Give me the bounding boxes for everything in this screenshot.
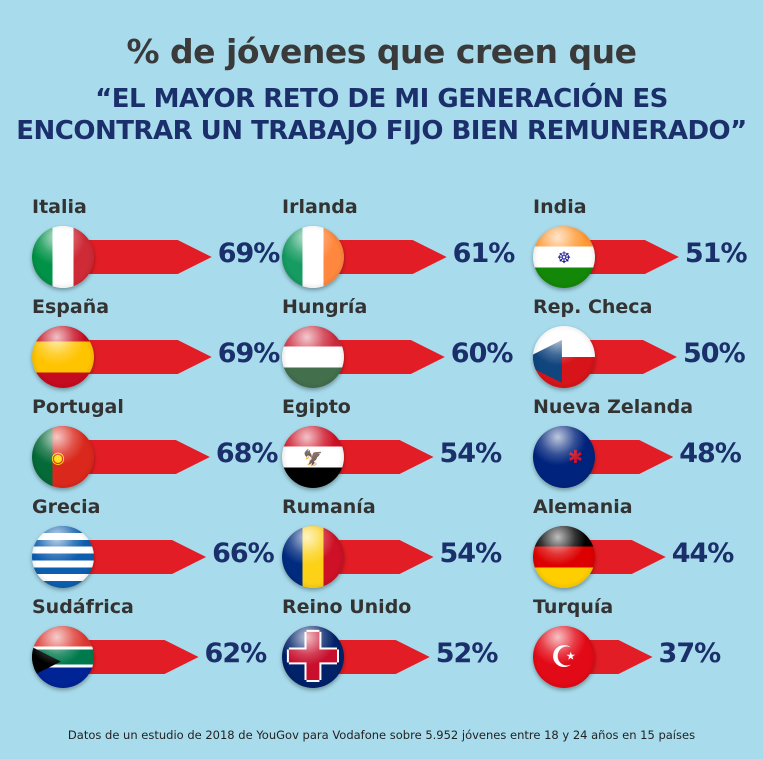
- value-label: 66%: [212, 538, 275, 569]
- flag-emblem-icon: ✚: [285, 626, 341, 688]
- flag-emblem-icon: ▶: [32, 626, 62, 688]
- country-item: Egipto 🦅 54%: [282, 396, 522, 496]
- country-label: Grecia: [32, 496, 101, 518]
- country-label: España: [32, 296, 110, 318]
- value-label: 61%: [452, 238, 516, 269]
- value-label: 52%: [435, 638, 499, 669]
- value-label: 48%: [679, 438, 742, 469]
- flag-icon: [32, 526, 94, 588]
- flag-icon: ✚: [282, 626, 344, 688]
- flag-icon: ☸: [533, 226, 595, 288]
- flag-icon: ☪: [533, 626, 595, 688]
- value-label: 44%: [671, 538, 735, 569]
- flag-icon: [32, 226, 94, 288]
- country-label: Turquía: [533, 596, 614, 618]
- flag-emblem-icon: ✱: [567, 446, 583, 468]
- country-label: Egipto: [282, 396, 351, 418]
- chart-subtitle-line1: “EL MAYOR RETO DE MI GENERACIÓN ES: [95, 84, 668, 114]
- value-label: 60%: [450, 338, 514, 369]
- country-label: Reino Unido: [282, 596, 412, 618]
- country-item: Italia 69%: [32, 196, 280, 296]
- flag-icon: [282, 526, 344, 588]
- flag-emblem-icon: ◀: [533, 326, 563, 388]
- country-item: Irlanda 61%: [282, 196, 522, 296]
- flag-icon: [533, 526, 595, 588]
- country-item: Turquía ☪ 37%: [533, 596, 763, 696]
- country-item: Hungría 60%: [282, 296, 522, 396]
- country-item: Alemania 44%: [533, 496, 763, 596]
- flag-icon: [282, 326, 344, 388]
- value-label: 68%: [215, 438, 279, 469]
- flag-emblem-icon: ☸: [556, 247, 572, 267]
- country-label: Rep. Checa: [533, 296, 653, 318]
- country-label: Alemania: [533, 496, 633, 518]
- country-label: Portugal: [32, 396, 124, 418]
- country-label: India: [533, 196, 587, 218]
- value-label: 51%: [684, 238, 748, 269]
- country-item: Portugal ◉ 68%: [32, 396, 278, 496]
- value-label: 54%: [439, 438, 503, 469]
- flag-emblem-icon: ◉: [51, 447, 65, 467]
- country-label: Sudáfrica: [32, 596, 134, 618]
- flag-icon: ◀: [533, 326, 595, 388]
- country-item: Rumanía 54%: [282, 496, 522, 596]
- country-label: Irlanda: [282, 196, 358, 218]
- flag-icon: ◉: [32, 426, 94, 488]
- country-item: Sudáfrica ▶ 62%: [32, 596, 272, 696]
- country-item: Reino Unido ✚ 52%: [282, 596, 522, 696]
- value-label: 69%: [217, 338, 281, 369]
- flag-emblem-icon: ☪: [550, 639, 578, 675]
- footnote: Datos de un estudio de 2018 de YouGov pa…: [67, 728, 696, 742]
- value-label: 54%: [439, 538, 503, 569]
- chart-subtitle-line2: ENCONTRAR UN TRABAJO FIJO BIEN REMUNERAD…: [16, 116, 747, 146]
- country-label: Hungría: [282, 296, 368, 318]
- value-label: 37%: [658, 638, 722, 669]
- value-label: 69%: [217, 238, 281, 269]
- country-item: Grecia 66%: [32, 496, 275, 596]
- country-item: España 69%: [32, 296, 280, 396]
- country-label: Rumanía: [282, 496, 376, 518]
- country-label: Italia: [32, 196, 87, 218]
- flag-icon: 🦅: [282, 426, 344, 488]
- value-label: 62%: [204, 638, 268, 669]
- flag-icon: [32, 326, 94, 388]
- value-label: 50%: [683, 338, 746, 369]
- country-item: Nueva Zelanda ✱ 48%: [533, 396, 763, 496]
- flag-icon: ▶: [32, 626, 94, 688]
- country-label: Nueva Zelanda: [533, 396, 694, 418]
- flag-icon: ✱: [533, 426, 595, 488]
- flag-emblem-icon: 🦅: [303, 447, 323, 467]
- country-item: India ☸ 51%: [533, 196, 763, 296]
- chart-title: % de jóvenes que creen que: [126, 32, 638, 71]
- country-item: Rep. Checa ◀ 50%: [533, 296, 763, 396]
- flag-icon: [282, 226, 344, 288]
